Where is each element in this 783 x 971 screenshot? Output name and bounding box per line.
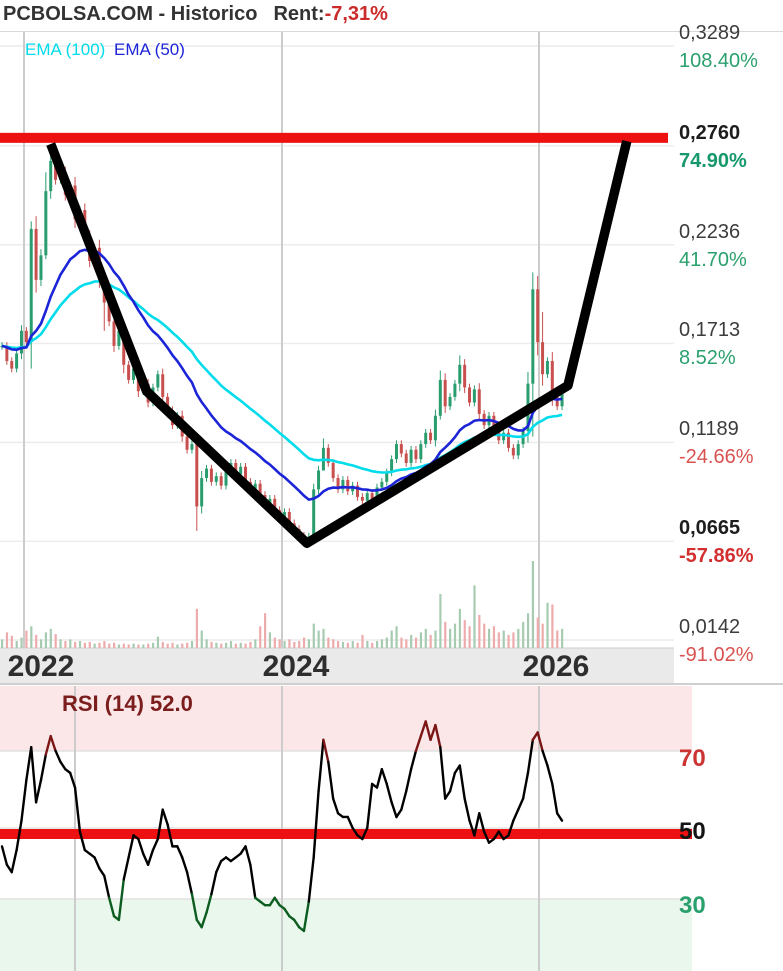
volume-bars: [1, 561, 564, 648]
rsi-oversold-zone: [0, 899, 692, 971]
resistance-line: [0, 132, 668, 143]
rent-value: -7,31%: [324, 3, 388, 25]
title-text: PCBOLSA.COM - Historico: [3, 3, 258, 25]
price-panel-bg: [0, 31, 783, 684]
page-title: PCBOLSA.COM - Historico Rent:-7,31%: [3, 3, 388, 26]
cup-pattern-trendline: [46, 139, 632, 548]
rsi-50-line: [0, 829, 692, 839]
chart-header: PCBOLSA.COM - Historico Rent:-7,31%: [0, 0, 783, 32]
xaxis-strip: [0, 648, 674, 684]
rsi-overbought-zone: [0, 686, 692, 751]
rsi-line: [0, 720, 564, 933]
panel-separator: [0, 683, 783, 685]
rent-label: Rent:: [273, 3, 325, 25]
